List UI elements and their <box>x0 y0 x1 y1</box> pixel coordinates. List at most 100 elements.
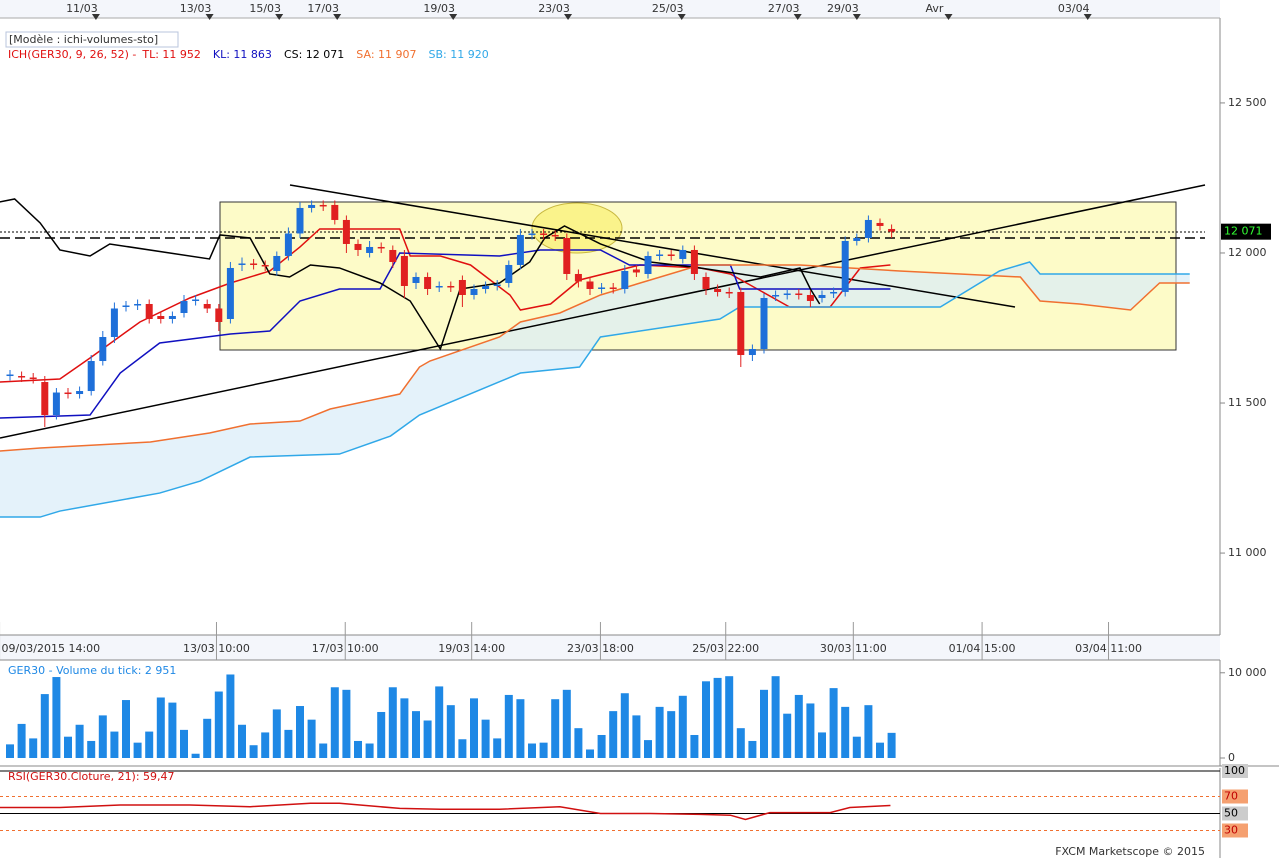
volume-bar <box>690 734 699 758</box>
price-tag <box>1221 223 1271 240</box>
x-tick-label: 25/03 22:00 <box>692 642 759 655</box>
volume-bar <box>87 740 96 758</box>
volume-bar <box>713 677 722 758</box>
indicator-label: ICH(GER30, 9, 26, 52) - <box>8 48 136 61</box>
x-tick-label: 17/03 10:00 <box>312 642 379 655</box>
y-tick-label: 10 000 <box>1228 666 1267 679</box>
highlight-ellipse <box>531 202 623 254</box>
volume-bar <box>110 731 119 758</box>
top-date-tick <box>91 14 100 20</box>
volume-bar <box>887 732 896 758</box>
volume-bar <box>667 711 676 758</box>
top-date-label: 27/03 <box>768 2 800 15</box>
volume-bar <box>632 715 641 758</box>
volume-bar <box>133 742 142 758</box>
top-date-label: 29/03 <box>827 2 859 15</box>
x-tick-label: 19/03 14:00 <box>438 642 505 655</box>
volume-bar <box>609 711 618 758</box>
volume-bar <box>481 719 490 758</box>
top-date-tick <box>275 14 284 20</box>
volume-bar <box>98 715 107 758</box>
price-tag-label: 12 071 <box>1224 225 1263 238</box>
volume-bar <box>238 724 246 758</box>
volume-bar <box>226 674 235 758</box>
volume-bar <box>307 719 316 758</box>
y-tick-label: 11 000 <box>1228 546 1267 559</box>
volume-bar <box>284 729 293 758</box>
y-tick-label: 12 500 <box>1228 96 1267 109</box>
top-date-tick <box>1083 14 1092 20</box>
x-tick-label: 23/03 18:00 <box>567 642 634 655</box>
volume-bar <box>168 702 177 758</box>
volume-bar <box>342 689 351 758</box>
volume-bar <box>504 694 513 758</box>
legend-entry: KL: 11 863 <box>213 48 272 61</box>
top-date-label: 15/03 <box>249 2 281 15</box>
volume-bar <box>516 699 525 758</box>
legend-entry: SB: 11 920 <box>429 48 489 61</box>
top-date-tick <box>677 14 686 20</box>
top-date-label: 19/03 <box>423 2 455 15</box>
top-date-label: 17/03 <box>307 2 339 15</box>
cloud-fill <box>0 261 1190 518</box>
volume-bar <box>191 753 200 758</box>
volume-bar <box>620 693 629 758</box>
volume-bar <box>365 743 374 758</box>
volume-bar <box>644 740 652 758</box>
y-tick-label: 0 <box>1228 751 1235 764</box>
y-tick-bg <box>1222 823 1248 838</box>
x-tick-label: 03/04 11:00 <box>1075 642 1142 655</box>
volume-bar <box>876 742 884 758</box>
bottom-date-strip <box>0 635 1220 660</box>
volume-bar <box>852 736 861 758</box>
volume-bar <box>586 749 594 758</box>
volume-bar <box>597 734 606 758</box>
top-date-tick <box>449 14 458 20</box>
top-date-label: Avr <box>926 2 944 15</box>
volume-bar <box>458 739 467 758</box>
indicator-line <box>0 261 1190 518</box>
volume-bar <box>412 711 420 758</box>
volume-bar <box>539 742 548 758</box>
volume-bar <box>655 706 664 758</box>
volume-bar <box>388 687 397 758</box>
volume-bar <box>864 705 873 758</box>
volume-bar <box>783 713 792 758</box>
volume-bar <box>296 706 304 758</box>
volume-bar <box>574 728 583 758</box>
top-date-label: 23/03 <box>538 2 570 15</box>
volume-bar <box>748 740 757 758</box>
volume-bar <box>319 743 328 758</box>
volume-bar <box>423 720 432 758</box>
volume-bar <box>272 709 281 758</box>
indicator-line <box>0 249 891 419</box>
volume-bar <box>736 728 745 758</box>
x-tick-label: 01/04 15:00 <box>949 642 1016 655</box>
volume-title: GER30 - Volume du tick: 2 951 <box>8 664 176 677</box>
top-date-tick <box>564 14 573 20</box>
legend-entry: SA: 11 907 <box>356 48 416 61</box>
y-tick-label: 11 500 <box>1228 396 1267 409</box>
volume-bar <box>354 740 362 758</box>
volume-bar <box>261 732 270 758</box>
volume-bar <box>771 676 780 758</box>
top-date-label: 03/04 <box>1058 2 1090 15</box>
cloud-layer <box>0 261 1190 518</box>
volume-bar <box>203 718 212 758</box>
volume-bar <box>435 686 444 758</box>
top-date-tick <box>205 14 214 20</box>
y-tick-bg <box>1222 764 1248 778</box>
indicator-line <box>0 264 1190 452</box>
indicator-line <box>0 198 821 351</box>
volume-bar <box>562 689 571 758</box>
top-date-tick <box>793 14 802 20</box>
volume-bar <box>725 676 734 758</box>
volume-bar <box>29 738 38 758</box>
indicator-line <box>0 802 891 821</box>
volume-bar <box>122 700 130 758</box>
volume-bar <box>551 699 560 758</box>
volume-bar <box>156 697 165 758</box>
trend-line-down <box>289 184 1016 308</box>
y-tick-bg <box>1222 806 1248 821</box>
